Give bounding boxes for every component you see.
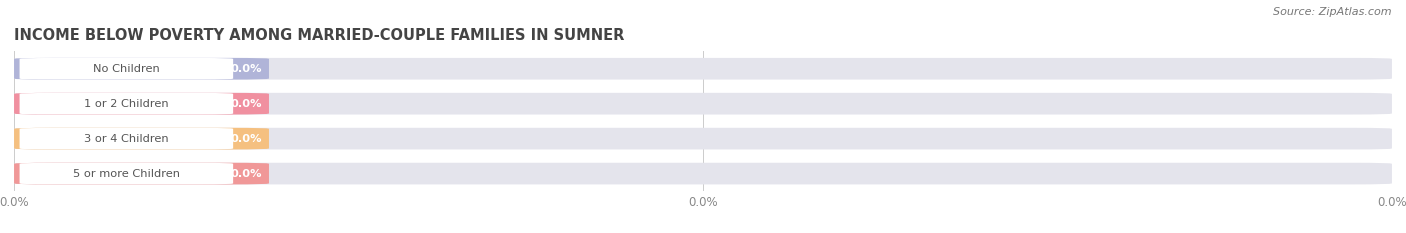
Text: No Children: No Children: [93, 64, 160, 74]
Text: 5 or more Children: 5 or more Children: [73, 169, 180, 178]
FancyBboxPatch shape: [14, 58, 1392, 80]
FancyBboxPatch shape: [14, 163, 1392, 185]
Text: Source: ZipAtlas.com: Source: ZipAtlas.com: [1274, 7, 1392, 17]
FancyBboxPatch shape: [14, 128, 269, 150]
Text: 1 or 2 Children: 1 or 2 Children: [84, 99, 169, 109]
Text: INCOME BELOW POVERTY AMONG MARRIED-COUPLE FAMILIES IN SUMNER: INCOME BELOW POVERTY AMONG MARRIED-COUPL…: [14, 28, 624, 43]
FancyBboxPatch shape: [14, 93, 1392, 115]
FancyBboxPatch shape: [14, 93, 269, 115]
FancyBboxPatch shape: [20, 163, 233, 184]
FancyBboxPatch shape: [14, 163, 269, 185]
FancyBboxPatch shape: [20, 58, 233, 79]
Text: 3 or 4 Children: 3 or 4 Children: [84, 134, 169, 144]
Text: 0.0%: 0.0%: [231, 64, 262, 74]
Text: 0.0%: 0.0%: [231, 99, 262, 109]
FancyBboxPatch shape: [20, 93, 233, 114]
FancyBboxPatch shape: [14, 128, 1392, 150]
FancyBboxPatch shape: [14, 58, 269, 80]
FancyBboxPatch shape: [20, 128, 233, 149]
Text: 0.0%: 0.0%: [231, 169, 262, 178]
Text: 0.0%: 0.0%: [231, 134, 262, 144]
